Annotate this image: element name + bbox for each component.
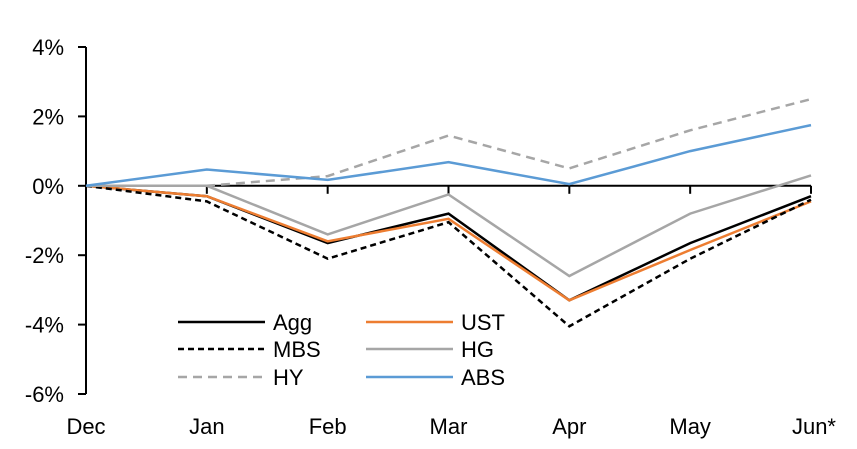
series-line-mbs (85, 184, 812, 328)
x-tick-label: Jan (189, 414, 224, 439)
series-line-ust (85, 184, 812, 302)
x-tick-label: May (669, 414, 711, 439)
y-tick-label: 2% (32, 104, 64, 129)
y-tick-label: -2% (25, 243, 64, 268)
legend-label-hg: HG (461, 337, 494, 362)
y-tick-label: -4% (25, 313, 64, 338)
x-tick-label: Apr (552, 414, 586, 439)
y-tick-label: 4% (32, 35, 64, 60)
series-lines (85, 97, 812, 328)
series-line-agg (85, 184, 812, 302)
y-tick-label: 0% (32, 174, 64, 199)
x-tick-label: Feb (309, 414, 347, 439)
legend-label-agg: Agg (273, 310, 312, 335)
legend: Agg UST MBS HG HY ABS (178, 310, 505, 390)
series-line-hy (86, 97, 812, 188)
x-tick-label: Jun* (792, 414, 836, 439)
x-tick-label: Dec (66, 414, 105, 439)
x-tick-label: Mar (430, 414, 468, 439)
series-line-abs (85, 123, 812, 188)
y-tick-label: -6% (25, 382, 64, 407)
legend-label-mbs: MBS (273, 337, 321, 362)
axes: 4% 2% 0% -2% -4% -6%Dec Jan Feb Mar Apr May Jun* (25, 35, 837, 439)
legend-label-abs: ABS (461, 365, 505, 390)
legend-label-hy: HY (273, 365, 304, 390)
legend-label-ust: UST (461, 310, 505, 335)
